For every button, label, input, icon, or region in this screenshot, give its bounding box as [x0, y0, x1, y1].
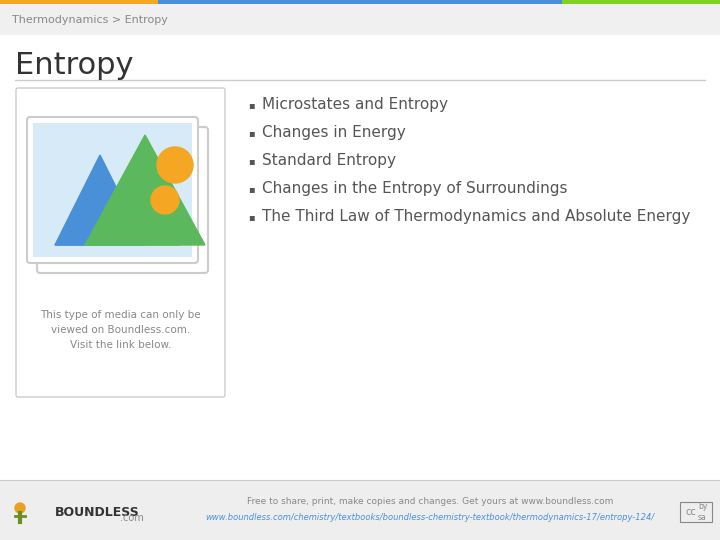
Bar: [0, 35, 720, 480]
Text: ▪: ▪: [248, 184, 255, 194]
Text: www.boundless.com/chemistry/textbooks/boundless-chemistry-textbook/thermodynamic: www.boundless.com/chemistry/textbooks/bo…: [205, 514, 654, 523]
Text: Standard Entropy: Standard Entropy: [262, 153, 396, 168]
Bar: [562, 0, 720, 4]
Bar: [0, 480, 720, 540]
Text: Changes in the Entropy of Surroundings: Changes in the Entropy of Surroundings: [262, 181, 567, 197]
Text: by
sa: by sa: [698, 502, 707, 522]
Text: BOUNDLESS: BOUNDLESS: [55, 505, 140, 518]
Text: The Third Law of Thermodynamics and Absolute Energy: The Third Law of Thermodynamics and Abso…: [262, 210, 690, 225]
Text: ▪: ▪: [248, 128, 255, 138]
FancyBboxPatch shape: [16, 88, 225, 397]
Text: cc: cc: [686, 507, 697, 517]
Text: ▪: ▪: [248, 212, 255, 222]
Polygon shape: [55, 155, 145, 245]
Circle shape: [15, 503, 25, 513]
Text: Changes in Energy: Changes in Energy: [262, 125, 406, 140]
Polygon shape: [85, 135, 205, 245]
Polygon shape: [85, 180, 180, 245]
FancyBboxPatch shape: [27, 117, 198, 263]
Text: Thermodynamics > Entropy: Thermodynamics > Entropy: [12, 15, 168, 25]
Bar: [158, 0, 562, 4]
Bar: [0, 4, 720, 35]
Bar: [0, 0, 158, 4]
Circle shape: [151, 186, 179, 214]
Text: Microstates and Entropy: Microstates and Entropy: [262, 98, 448, 112]
Text: .com: .com: [120, 513, 144, 523]
Text: ▪: ▪: [248, 100, 255, 110]
Bar: [680, 502, 712, 522]
Text: Entropy: Entropy: [15, 51, 133, 79]
Text: ▪: ▪: [248, 156, 255, 166]
Text: This type of media can only be
viewed on Boundless.com.
Visit the link below.: This type of media can only be viewed on…: [40, 310, 201, 350]
Polygon shape: [55, 195, 145, 245]
FancyBboxPatch shape: [37, 127, 208, 273]
Text: Free to share, print, make copies and changes. Get yours at www.boundless.com: Free to share, print, make copies and ch…: [247, 497, 613, 507]
Bar: [33, 123, 192, 257]
Circle shape: [157, 147, 193, 183]
